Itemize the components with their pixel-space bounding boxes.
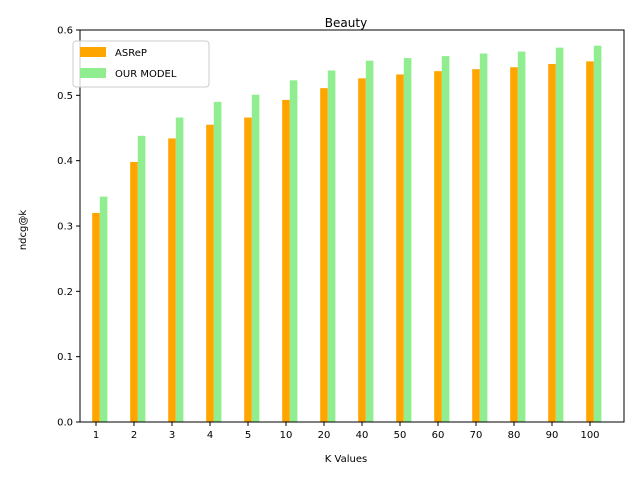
y-axis: 0.0 0.1 0.2 0.3 0.4 0.5 0.6 (57, 26, 80, 429)
bar-asrep (358, 78, 366, 422)
y-tick-label: 0.5 (57, 91, 73, 102)
x-axis: 1 2 3 4 5 10 20 40 50 60 70 80 90 100 (93, 422, 600, 441)
x-tick-label: 1 (93, 430, 99, 441)
bar-asrep (320, 88, 328, 422)
x-tick-label: 40 (356, 430, 369, 441)
bar-asrep (396, 74, 404, 422)
x-tick-label: 50 (394, 430, 407, 441)
bar-asrep (472, 69, 480, 422)
plot-frame (79, 29, 625, 423)
bar-asrep (510, 67, 518, 423)
y-tick-label: 0.6 (57, 26, 73, 37)
bar-our-model (593, 45, 602, 423)
bar-our-model (213, 101, 222, 422)
y-tick-label: 0.0 (57, 418, 73, 429)
x-tick-label: 20 (318, 430, 331, 441)
y-tick-label: 0.3 (57, 222, 73, 233)
bar-asrep (92, 212, 100, 422)
x-tick-label: 2 (131, 430, 137, 441)
y-tick-label: 0.2 (57, 287, 73, 298)
bar-our-model (251, 94, 260, 423)
x-tick-label: 70 (470, 430, 483, 441)
bar-asrep (548, 63, 556, 423)
x-tick-label: 90 (546, 430, 559, 441)
bar-asrep (168, 138, 176, 422)
legend-swatch (80, 47, 106, 57)
x-tick-label: 60 (432, 430, 445, 441)
bar-our-model (99, 196, 108, 422)
x-tick-label: 3 (169, 430, 175, 441)
legend-label: OUR MODEL (115, 69, 177, 80)
bar-our-model (555, 47, 564, 422)
bar-asrep (434, 71, 442, 422)
x-tick-label: 100 (580, 430, 599, 441)
bar-our-model (441, 56, 450, 423)
x-axis-label: K Values (325, 454, 367, 465)
bar-our-model (175, 117, 184, 423)
bar-asrep (244, 117, 252, 423)
bar-asrep (282, 99, 290, 422)
y-axis-label: ndcg@k (18, 210, 29, 251)
x-tick-label: 4 (207, 430, 213, 441)
bar-our-model (137, 135, 146, 422)
bar-our-model (289, 80, 298, 422)
bar-our-model (479, 53, 488, 423)
x-tick-label: 80 (508, 430, 521, 441)
bar-asrep (206, 124, 214, 422)
legend-swatch (80, 68, 106, 78)
bar-asrep (130, 161, 138, 422)
bar-our-model (517, 51, 526, 423)
chart-title: Beauty (325, 16, 367, 30)
y-tick-label: 0.4 (57, 156, 73, 167)
bar-our-model (327, 70, 336, 423)
legend: ASReP OUR MODEL (72, 40, 210, 88)
legend-label: ASReP (115, 48, 147, 59)
legend-frame (72, 40, 210, 88)
bar-our-model (365, 60, 374, 422)
x-tick-label: 10 (280, 430, 293, 441)
bar-asrep (586, 61, 594, 423)
x-tick-label: 5 (245, 430, 251, 441)
bars-group (92, 45, 602, 423)
y-tick-label: 0.1 (57, 352, 73, 363)
bar-our-model (403, 58, 412, 423)
